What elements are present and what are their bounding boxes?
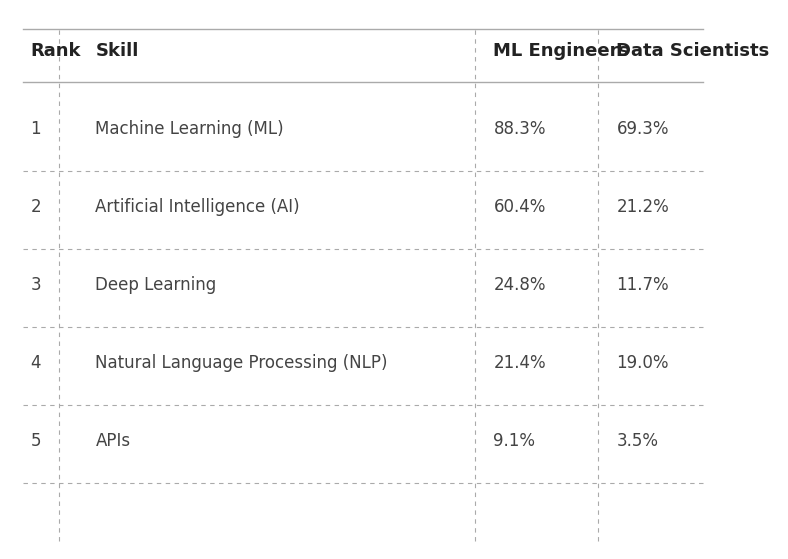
Text: Machine Learning (ML): Machine Learning (ML): [95, 120, 284, 138]
Text: Data Scientists: Data Scientists: [616, 42, 770, 60]
Text: 19.0%: 19.0%: [616, 354, 669, 372]
Text: 11.7%: 11.7%: [616, 276, 669, 294]
Text: ML Engineers: ML Engineers: [493, 42, 630, 60]
Text: 1: 1: [30, 120, 41, 138]
Text: 21.2%: 21.2%: [616, 198, 669, 216]
Text: APIs: APIs: [95, 432, 131, 450]
Text: 21.4%: 21.4%: [493, 354, 546, 372]
Text: 60.4%: 60.4%: [493, 198, 546, 216]
Text: Skill: Skill: [95, 42, 139, 60]
Text: Natural Language Processing (NLP): Natural Language Processing (NLP): [95, 354, 388, 372]
Text: 9.1%: 9.1%: [493, 432, 535, 450]
Text: 24.8%: 24.8%: [493, 276, 546, 294]
Text: Artificial Intelligence (AI): Artificial Intelligence (AI): [95, 198, 300, 216]
Text: 69.3%: 69.3%: [616, 120, 669, 138]
Text: 4: 4: [30, 354, 41, 372]
Text: 5: 5: [30, 432, 41, 450]
Text: Rank: Rank: [30, 42, 81, 60]
Text: 3.5%: 3.5%: [616, 432, 659, 450]
Text: Deep Learning: Deep Learning: [95, 276, 217, 294]
Text: 2: 2: [30, 198, 41, 216]
Text: 88.3%: 88.3%: [493, 120, 546, 138]
Text: 3: 3: [30, 276, 41, 294]
